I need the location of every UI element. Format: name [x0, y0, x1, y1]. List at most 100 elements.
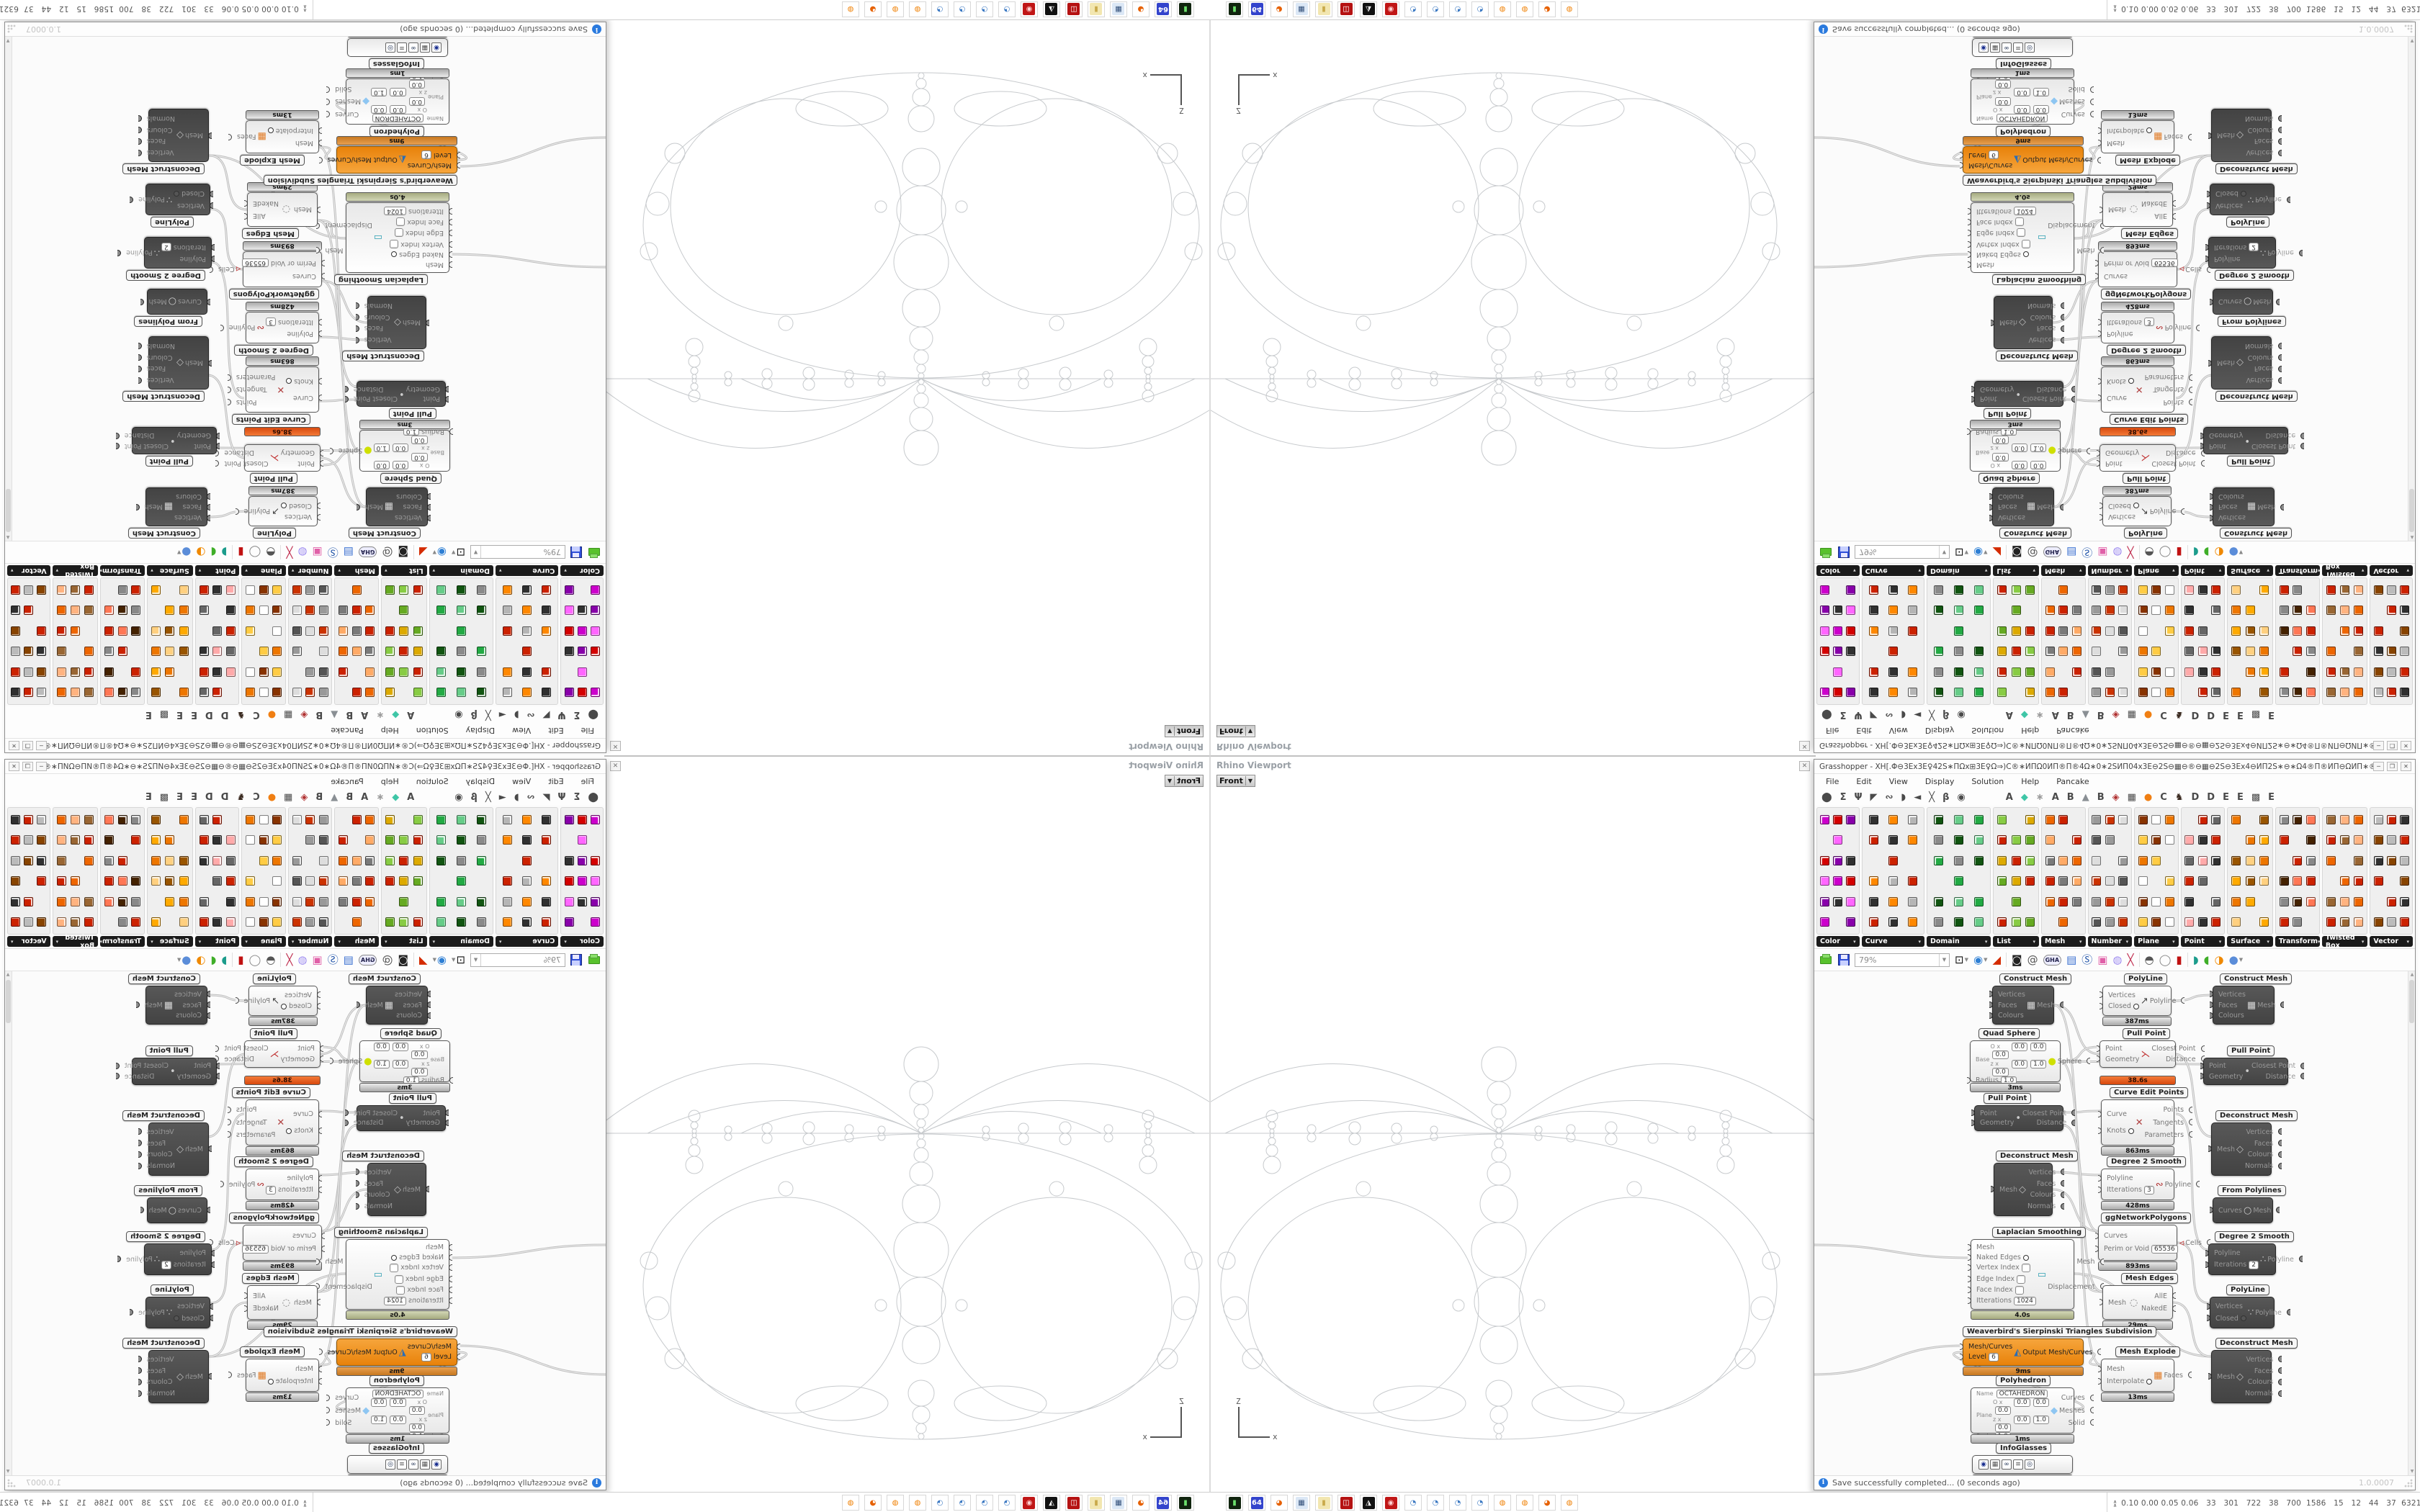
output-port[interactable]: Normals [355, 1202, 393, 1210]
output-port[interactable]: Mesh [356, 503, 383, 511]
component-icon[interactable] [1907, 667, 1917, 677]
tab-icon-1[interactable]: Σ [573, 791, 581, 803]
input-port[interactable]: Geometry [281, 449, 323, 456]
component-label[interactable]: PolyLine [2226, 217, 2269, 228]
input-port[interactable]: Iterations2 [161, 243, 215, 251]
component-icon[interactable] [1820, 814, 1830, 824]
component-icon[interactable] [259, 585, 269, 595]
gh-component-pp_r[interactable]: Point Geometry • Closest Point Distance [2200, 427, 2305, 454]
component-icon[interactable] [292, 814, 302, 824]
component-icon[interactable] [1846, 917, 1856, 927]
output-port[interactable]: Faces [2037, 1180, 2065, 1188]
taskbar-icon-paint[interactable]: ◔ [976, 1, 993, 17]
tab-icon-8[interactable]: β [470, 709, 478, 721]
gh-component-cm_r[interactable]: Vertices Faces Colours ▦ Mesh [135, 487, 210, 526]
component-icon[interactable] [577, 835, 587, 845]
component-icon[interactable] [259, 688, 269, 698]
input-port[interactable]: Curves [178, 1207, 210, 1215]
toolbar-icon-20[interactable]: ● ▼ [2228, 953, 2244, 966]
component-icon[interactable] [131, 835, 141, 845]
toggle-icon[interactable] [391, 251, 398, 258]
component-icon[interactable] [2279, 814, 2289, 824]
gh-component-cm_l[interactable]: Vertices Faces Colours ▦ Mesh [356, 986, 431, 1025]
component-icon[interactable] [2138, 855, 2148, 865]
output-port[interactable]: Closest Point [2022, 395, 2076, 402]
component-icon[interactable] [2138, 835, 2148, 845]
component-icon[interactable] [2399, 835, 2409, 845]
component-icon[interactable] [1833, 835, 1843, 845]
gh-component-dm_l[interactable]: Mesh ◇ Vertices Faces Colours Normals [355, 1163, 429, 1216]
grasshopper-titlebar[interactable]: Grasshopper - XH[.Φ⊖3Ex3E♀42S∗ΠΩx⊞3E♀Ω⇒)… [1814, 760, 2415, 774]
output-port[interactable]: Polyline [2267, 1256, 2303, 1264]
taskbar-icon-blender[interactable]: ◍ [1516, 1495, 1533, 1511]
output-port[interactable]: Meshes [2059, 98, 2094, 106]
component-icon[interactable] [1973, 896, 1984, 906]
taskbar-icon-calculator[interactable]: ▦ [1293, 1, 1310, 17]
output-port[interactable]: Colours [138, 1151, 172, 1158]
component-icon[interactable] [503, 626, 513, 636]
toolbar-icon-9[interactable]: ▣ [2097, 546, 2108, 559]
component-icon[interactable] [1934, 606, 1944, 616]
component-label[interactable]: PolyLine [2226, 1284, 2269, 1295]
input-port[interactable]: Mesh [2098, 139, 2125, 147]
component-icon[interactable] [590, 585, 600, 595]
component-icon[interactable] [2259, 626, 2269, 636]
tab-icon-26[interactable]: E [2236, 709, 2244, 721]
component-icon[interactable] [385, 647, 395, 657]
taskbar-icon-paint[interactable]: ◔ [954, 1, 971, 17]
toolbar-icon-20[interactable]: ● ▼ [2228, 546, 2244, 559]
tab-icon-21[interactable]: C [253, 709, 260, 721]
output-port[interactable]: Tangents [227, 386, 267, 394]
component-icon[interactable] [2058, 876, 2069, 886]
component-icon[interactable] [577, 896, 587, 906]
component-icon[interactable] [1833, 667, 1843, 677]
output-port[interactable]: Mesh [2253, 298, 2280, 306]
taskbar-icon-recorder[interactable]: ▮ [1226, 1, 1243, 17]
component-icon[interactable] [1973, 814, 1984, 824]
component-icon[interactable] [2058, 647, 2069, 657]
input-port[interactable]: Mesh [185, 359, 212, 367]
component-label[interactable]: Degree 2 Smooth [234, 1156, 313, 1167]
input-port[interactable]: Itterations3 [266, 1186, 322, 1194]
component-icon[interactable] [1997, 688, 2007, 698]
component-icon[interactable] [246, 667, 256, 677]
component-label[interactable]: Quad Sphere [1978, 1028, 2040, 1039]
component-icon[interactable] [2138, 688, 2148, 698]
component-icon[interactable] [577, 647, 587, 657]
component-icon[interactable] [1907, 876, 1917, 886]
component-icon[interactable] [436, 917, 447, 927]
minimize-icon[interactable]: ─ [36, 762, 47, 771]
component-icon[interactable] [2305, 814, 2316, 824]
component-icon[interactable] [351, 814, 362, 824]
component-icon[interactable] [413, 585, 423, 595]
component-icon[interactable] [225, 917, 236, 927]
component-icon[interactable] [1833, 814, 1843, 824]
component-icon[interactable] [2399, 647, 2409, 657]
ribbon-panel-label[interactable]: Twisted Box ▾ [2321, 934, 2368, 950]
component-label[interactable]: Weaverbird's Sierpinski Triangles Subdiv… [263, 1326, 457, 1337]
input-port[interactable]: Colours [396, 1012, 431, 1020]
toggle-icon[interactable] [2128, 1128, 2134, 1134]
tab-icon-2[interactable]: Ψ [557, 791, 566, 803]
component-icon[interactable] [24, 647, 34, 657]
component-icon[interactable] [1934, 814, 1944, 824]
input-port[interactable]: Vertices [177, 202, 213, 210]
gh-component-cm_l[interactable]: Vertices Faces Colours ▦ Mesh [1989, 487, 2064, 526]
output-port[interactable]: Faces [228, 133, 256, 141]
input-port[interactable]: Point [297, 459, 323, 467]
component-icon[interactable] [577, 855, 587, 865]
output-port[interactable]: Faces [2254, 137, 2282, 145]
component-icon[interactable] [2071, 835, 2081, 845]
component-icon[interactable] [2245, 835, 2255, 845]
tab-icon-8[interactable]: β [1942, 791, 1950, 803]
input-port[interactable]: Vertices [2099, 513, 2136, 521]
input-port[interactable]: Point [297, 1045, 323, 1053]
component-icon[interactable] [2326, 585, 2336, 595]
component-icon[interactable] [476, 688, 486, 698]
component-icon[interactable] [246, 606, 256, 616]
taskbar-icon-red-disc[interactable]: ◉ [1382, 1, 1399, 17]
